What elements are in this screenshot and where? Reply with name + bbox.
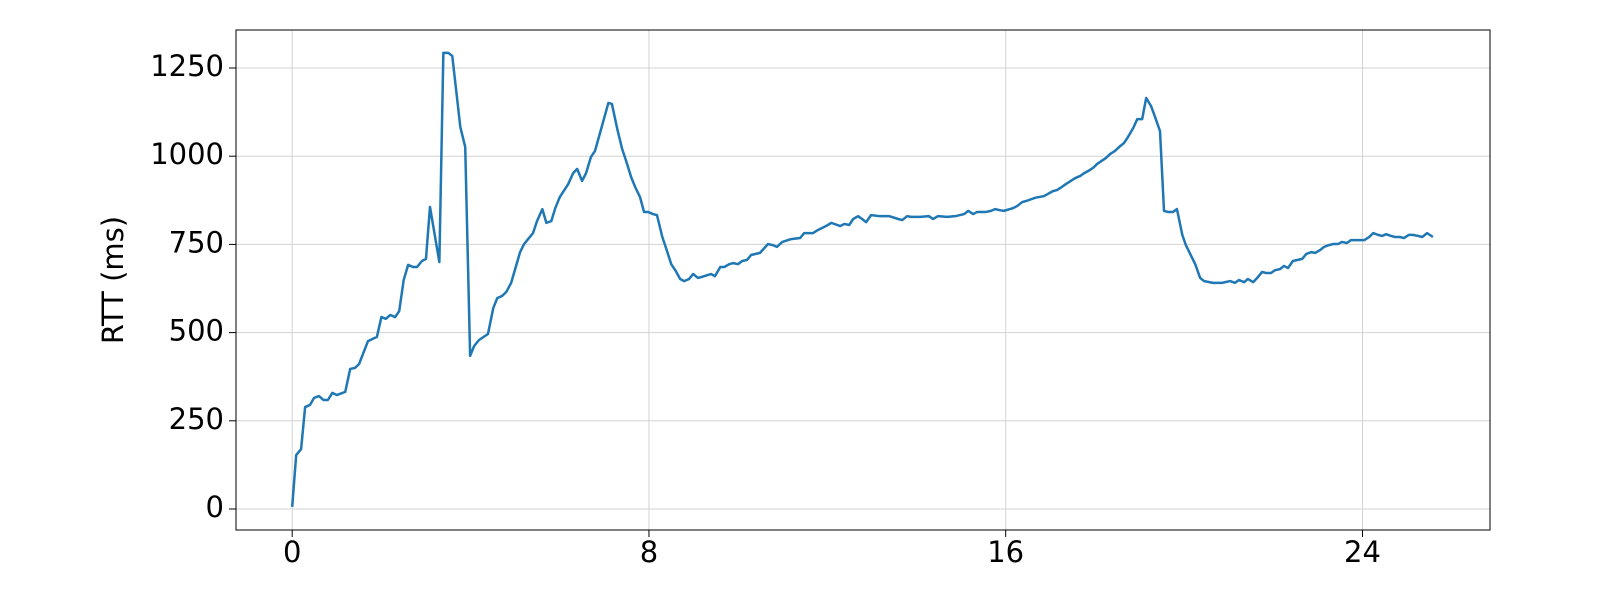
data-line: [290, 51, 1434, 507]
x-tick-label: 0: [283, 535, 301, 569]
y-tick-label: 250: [169, 402, 224, 436]
y-tick-label: 1250: [150, 49, 224, 83]
y-tick-label: 0: [206, 490, 224, 524]
y-tick-label: 750: [169, 225, 224, 259]
plot-frame: [235, 29, 1491, 531]
x-tick-label: 8: [640, 535, 658, 569]
x-tick-label: 24: [1344, 535, 1381, 569]
y-tick-label: 500: [169, 314, 224, 348]
y-axis-label: RTT (ms): [96, 216, 130, 344]
y-tick-label: 1000: [150, 137, 224, 171]
x-tick-label: 16: [987, 535, 1024, 569]
